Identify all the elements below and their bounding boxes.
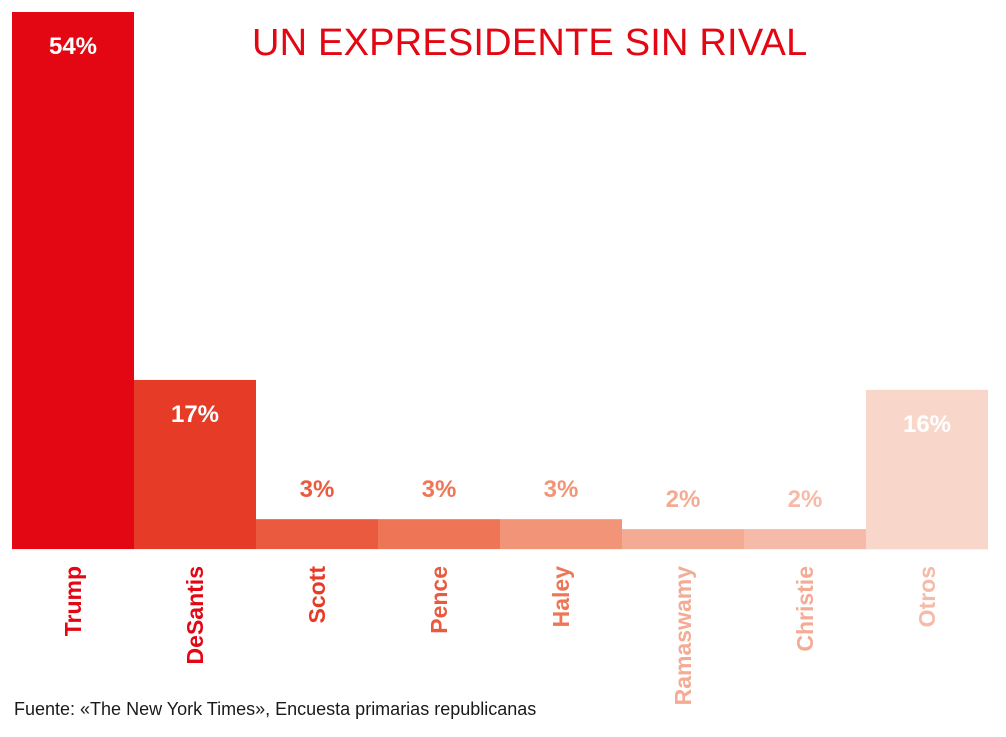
category-label-haley: Haley (548, 566, 574, 628)
category-label-scott: Scott (304, 566, 330, 624)
value-label-trump: 54% (49, 33, 97, 60)
value-label-otros: 16% (903, 411, 951, 438)
value-label-haley: 3% (544, 476, 579, 503)
category-label-pence: Pence (426, 566, 452, 634)
value-label-desantis: 17% (171, 401, 219, 428)
bar-ramaswamy (622, 529, 744, 549)
category-label-otros: Otros (914, 566, 940, 627)
bar-desantis (134, 379, 256, 549)
category-label-desantis: DeSantis (182, 566, 208, 664)
value-label-christie: 2% (788, 486, 823, 513)
value-label-scott: 3% (300, 476, 335, 503)
category-label-trump: Trump (60, 566, 86, 636)
bar-otros (866, 389, 988, 549)
bar-pence (378, 519, 500, 549)
value-label-pence: 3% (422, 476, 457, 503)
chart-title: UN EXPRESIDENTE SIN RIVAL (252, 22, 808, 64)
bar-haley (500, 519, 622, 549)
category-label-christie: Christie (792, 566, 818, 652)
source-note: Fuente: «The New York Times», Encuesta p… (14, 699, 537, 719)
bar-christie (744, 529, 866, 549)
category-label-ramaswamy: Ramaswamy (670, 566, 696, 706)
bar-scott (256, 519, 378, 549)
bar-trump (12, 12, 134, 549)
value-label-ramaswamy: 2% (666, 486, 701, 513)
